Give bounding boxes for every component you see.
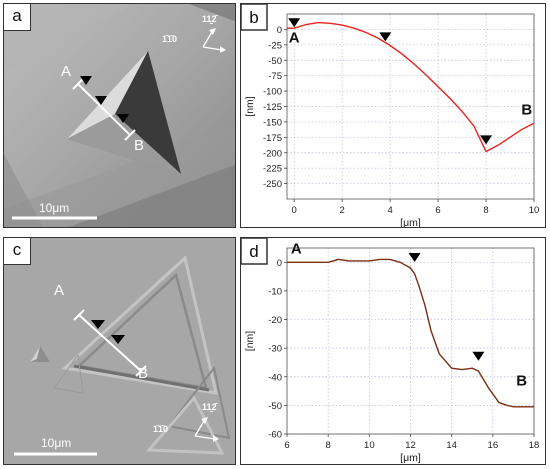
panel-label: b (249, 8, 258, 27)
panel-label: a (4, 4, 31, 31)
point-label-a: A (61, 63, 72, 80)
direction-label: 1̄1̄0 (153, 424, 169, 434)
y-tick-label: -25 (268, 40, 282, 51)
x-tick-label: 2 (340, 205, 345, 216)
x-axis-label: [μm] (400, 217, 421, 228)
direction-label: 1̄1̄0 (162, 34, 178, 44)
chart-d-svg: d 6 8 10 12 14 16 18 0 -10 -20 -30 -40 -50 -60 [μm] [nm]… (241, 238, 540, 464)
y-tick-label: -200 (263, 148, 282, 159)
y-axis-label: [nm] (244, 331, 256, 352)
panel-label: c (4, 238, 31, 265)
point-label: A (289, 29, 300, 46)
x-tick-label: 8 (326, 440, 331, 451)
y-tick-label: -50 (268, 401, 282, 412)
x-tick-label: 8 (483, 205, 488, 216)
micrograph-c-image (4, 238, 235, 464)
point-label-a: A (54, 282, 65, 299)
x-tick-label: 6 (284, 440, 289, 451)
marker-triangle (80, 76, 92, 85)
marker-triangle (480, 135, 493, 145)
y-tick-label: -100 (263, 87, 282, 98)
chart-b-svg: b 0 2 4 6 8 10 0 -25 -50 -75 -100 -125 -150 -175 -200 -2… (241, 4, 540, 228)
x-tick-label: 4 (387, 205, 392, 216)
y-tick-label: -175 (263, 133, 282, 144)
x-tick-label: 0 (292, 205, 297, 216)
y-tick-label: -20 (268, 315, 282, 326)
marker-triangle (95, 96, 107, 105)
micrograph-a-image (4, 4, 235, 227)
x-tick-label: 10 (529, 205, 540, 216)
y-tick-label: -225 (263, 164, 282, 175)
y-tick-label: -150 (263, 117, 282, 128)
profile-chart-d: d 6 8 10 12 14 16 18 0 -10 -20 -30 -40 -50 -60 [μm] [nm]… (240, 237, 546, 465)
scale-bar-label: 10μm (41, 436, 72, 450)
x-tick-label: 6 (435, 205, 440, 216)
marker-triangle (288, 18, 301, 28)
x-tick-label: 16 (488, 440, 499, 451)
profile-line (287, 258, 534, 408)
y-tick-label: -125 (263, 102, 282, 113)
direction-label: 11̰2̄ (202, 14, 217, 24)
point-label-b: B (134, 137, 145, 154)
marker-triangle (117, 114, 129, 123)
x-tick-label: 12 (405, 440, 416, 451)
micrograph-a: a A B 10μm 11̰2̄ 1̄1̄0 (3, 3, 236, 228)
point-label: B (516, 372, 527, 389)
panel-label-box (241, 4, 268, 31)
y-axis-label: [nm] (244, 96, 256, 117)
point-label: A (291, 241, 302, 258)
point-label-b: B (138, 365, 149, 382)
y-tick-label: -30 (268, 344, 282, 355)
y-tick-label: 0 (277, 258, 282, 269)
y-tick-label: 0 (277, 25, 282, 36)
y-tick-label: -50 (268, 56, 282, 67)
y-tick-label: -10 (268, 286, 282, 297)
marker-triangle (91, 320, 105, 329)
marker-triangle (408, 253, 421, 263)
marker-triangle (472, 351, 485, 361)
panel-label-box (241, 238, 268, 265)
x-tick-label: 10 (364, 440, 375, 451)
direction-label: 11̰2̄ (202, 402, 217, 412)
x-tick-label: 14 (446, 440, 457, 451)
scale-bar-label: 10μm (39, 201, 70, 215)
profile-chart-b: b 0 2 4 6 8 10 0 -25 -50 -75 -100 -125 -150 -175 -200 -2… (240, 3, 546, 228)
marker-triangle (379, 32, 392, 42)
y-tick-label: -250 (263, 179, 282, 190)
y-tick-label: -60 (268, 430, 282, 441)
micrograph-c: c A B 10μm 11̰2̄ 1̄1̄0 (3, 237, 236, 465)
y-tick-label: -40 (268, 372, 282, 383)
x-axis-label: [μm] (400, 452, 421, 464)
marker-triangle (111, 335, 125, 344)
panel-label: d (249, 242, 258, 261)
x-tick-label: 18 (529, 440, 540, 451)
profile-line (287, 21, 535, 153)
point-label: B (521, 102, 532, 119)
y-tick-label: -75 (268, 71, 282, 82)
